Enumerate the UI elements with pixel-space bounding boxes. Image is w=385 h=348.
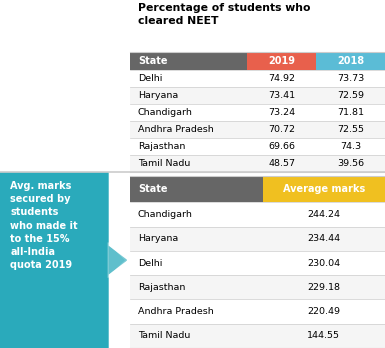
Text: 74.92: 74.92 (268, 74, 295, 84)
Text: 72.59: 72.59 (337, 91, 364, 100)
Text: Avg. marks
secured by
students
who made it
to the 15%
all-India
quota 2019: Avg. marks secured by students who made … (10, 181, 78, 270)
Text: 74.3: 74.3 (340, 142, 361, 151)
Bar (130, 324, 385, 348)
Text: Haryana: Haryana (138, 91, 178, 100)
Text: 73.24: 73.24 (268, 108, 295, 117)
Text: 71.81: 71.81 (337, 108, 364, 117)
Bar (130, 87, 385, 104)
Text: Delhi: Delhi (138, 74, 162, 84)
Bar (130, 121, 385, 138)
Text: Rajasthan: Rajasthan (138, 283, 185, 292)
Text: Average marks: Average marks (283, 184, 365, 194)
Bar (130, 275, 385, 300)
Bar (130, 203, 385, 227)
Text: Tamil Nadu: Tamil Nadu (138, 331, 190, 340)
Bar (130, 52, 248, 70)
Text: 2018: 2018 (337, 56, 364, 66)
Text: Tamil Nadu: Tamil Nadu (138, 159, 190, 168)
Text: Chandigarh: Chandigarh (138, 210, 192, 219)
Text: 73.73: 73.73 (337, 74, 364, 84)
Text: State: State (138, 56, 167, 66)
Text: Delhi: Delhi (138, 259, 162, 268)
Bar (316, 52, 385, 70)
Text: 234.44: 234.44 (307, 234, 340, 243)
Text: 48.57: 48.57 (268, 159, 295, 168)
Text: 39.56: 39.56 (337, 159, 364, 168)
Text: Andhra Pradesh: Andhra Pradesh (138, 125, 214, 134)
Text: 144.55: 144.55 (307, 331, 340, 340)
Bar (130, 251, 385, 275)
Text: 70.72: 70.72 (268, 125, 295, 134)
Text: 73.41: 73.41 (268, 91, 295, 100)
Bar (248, 52, 316, 70)
Text: 229.18: 229.18 (307, 283, 340, 292)
Text: Haryana: Haryana (138, 234, 178, 243)
Bar (130, 227, 385, 251)
Text: Percentage of students who
cleared NEET: Percentage of students who cleared NEET (138, 3, 310, 26)
Bar (263, 176, 385, 203)
Text: Chandigarh: Chandigarh (138, 108, 192, 117)
Bar (130, 104, 385, 121)
Text: Andhra Pradesh: Andhra Pradesh (138, 307, 214, 316)
Text: Improved
showing: Improved showing (10, 5, 111, 44)
Text: 69.66: 69.66 (268, 142, 295, 151)
Polygon shape (0, 172, 126, 348)
Text: 244.24: 244.24 (307, 210, 340, 219)
Polygon shape (108, 243, 126, 278)
Bar (130, 300, 385, 324)
Text: 2019: 2019 (268, 56, 295, 66)
Text: 220.49: 220.49 (307, 307, 340, 316)
Text: State: State (138, 184, 167, 194)
Text: Data procured
from the National
Testing Agency
and shared
by Minister of
State f: Data procured from the National Testing … (10, 86, 87, 190)
Bar (130, 70, 385, 87)
Text: 230.04: 230.04 (307, 259, 340, 268)
Bar (130, 176, 263, 203)
Text: 72.55: 72.55 (337, 125, 364, 134)
Bar (130, 138, 385, 155)
Text: Rajasthan: Rajasthan (138, 142, 185, 151)
Bar (130, 155, 385, 172)
